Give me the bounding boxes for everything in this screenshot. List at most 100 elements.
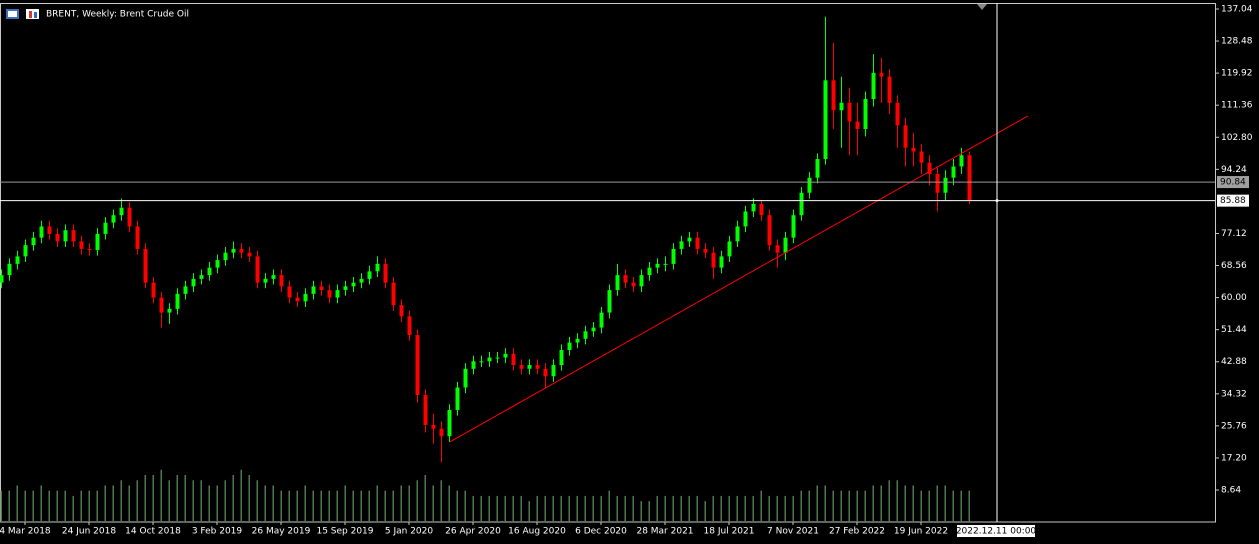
volume-bar xyxy=(592,495,594,522)
candle-body xyxy=(663,263,668,265)
volume-bar xyxy=(552,495,554,522)
candle-body xyxy=(735,226,740,242)
crosshair-time-label: 2022.12.11 00:00 xyxy=(956,527,1037,537)
y-tick-label: 34.32 xyxy=(1221,389,1247,399)
volume-bar xyxy=(384,490,386,522)
x-tick-label: 26 May 2019 xyxy=(252,527,311,537)
volume-bar xyxy=(648,501,650,522)
icon xyxy=(26,9,39,19)
volume-bar xyxy=(784,495,786,522)
candle-body xyxy=(215,260,220,268)
volume-bar xyxy=(624,495,626,522)
icon xyxy=(34,12,37,18)
volume-bar xyxy=(336,490,338,522)
volume-bar xyxy=(856,490,858,522)
candle-body xyxy=(687,237,692,242)
y-tick-label: 137.04 xyxy=(1221,4,1253,14)
candle-body xyxy=(159,297,164,313)
x-tick-label: 16 Aug 2020 xyxy=(508,527,566,537)
candle-body xyxy=(455,387,460,410)
candle-body xyxy=(471,361,476,369)
candle-body xyxy=(103,222,108,234)
candle-body xyxy=(439,428,444,437)
y-tick-label: 77.12 xyxy=(1221,229,1247,239)
volume-bar xyxy=(160,469,162,522)
candle-body xyxy=(655,263,660,268)
candle-body xyxy=(711,252,716,268)
candle-body xyxy=(447,409,452,437)
icon xyxy=(8,11,17,17)
volume-bar xyxy=(744,495,746,522)
volume-bar xyxy=(824,485,826,522)
candle-body xyxy=(431,424,436,429)
candle-body xyxy=(495,357,500,359)
candle-body xyxy=(775,245,780,253)
volume-bar xyxy=(312,490,314,522)
candle-body xyxy=(295,297,300,302)
candle-body xyxy=(791,215,796,238)
volume-bar xyxy=(352,490,354,522)
volume-bar xyxy=(704,501,706,522)
candle-body xyxy=(503,353,508,358)
volume-bar xyxy=(184,475,186,522)
volume-bar xyxy=(216,485,218,522)
candle-body xyxy=(927,162,932,174)
volume-bar xyxy=(864,490,866,522)
candle-body xyxy=(183,286,188,294)
volume-bar xyxy=(536,495,538,522)
volume-bar xyxy=(392,490,394,522)
volume-bar xyxy=(376,485,378,522)
candle-body xyxy=(895,102,900,126)
volume-bar xyxy=(776,495,778,522)
candle-body xyxy=(831,80,836,111)
volume-bar xyxy=(400,485,402,522)
volume-bar xyxy=(808,490,810,522)
x-tick-label: 14 Oct 2018 xyxy=(125,527,181,537)
volume-bar xyxy=(480,495,482,522)
x-tick-label: 15 Sep 2019 xyxy=(316,527,373,537)
volume-bar xyxy=(512,495,514,522)
volume-bar xyxy=(176,475,178,522)
candle-body xyxy=(727,241,732,257)
volume-bar xyxy=(424,475,426,522)
volume-bar xyxy=(328,490,330,522)
candle-body xyxy=(111,215,116,223)
volume-bar xyxy=(448,485,450,522)
volume-bar xyxy=(608,490,610,522)
volume-bar xyxy=(520,495,522,522)
y-tick-label: 128.48 xyxy=(1221,37,1253,47)
candle-body xyxy=(871,72,876,100)
x-tick-label: 7 Nov 2021 xyxy=(767,527,819,537)
x-tick-label: 27 Feb 2022 xyxy=(829,527,885,537)
volume-bar xyxy=(720,495,722,522)
volume-bar xyxy=(840,490,842,522)
volume-bar xyxy=(848,490,850,522)
volume-bar xyxy=(872,485,874,522)
x-tick-label: 24 Jun 2018 xyxy=(62,527,116,537)
volume-bar xyxy=(344,485,346,522)
candle-body xyxy=(935,173,940,193)
volume-bar xyxy=(496,495,498,522)
candle-body xyxy=(743,211,748,227)
volume-bar xyxy=(224,480,226,522)
candle-body xyxy=(335,290,340,298)
x-tick-label: 6 Dec 2020 xyxy=(575,527,627,537)
y-tick-label: 102.80 xyxy=(1221,133,1253,143)
candle-body xyxy=(783,237,788,253)
volume-bar xyxy=(112,485,114,522)
volume-bar xyxy=(728,495,730,522)
volume-bar xyxy=(576,495,578,522)
volume-bar xyxy=(128,485,130,522)
volume-bar xyxy=(632,495,634,522)
candle-body xyxy=(559,350,564,366)
volume-bar xyxy=(464,490,466,522)
volume-bar xyxy=(200,480,202,522)
candle-body xyxy=(327,290,332,298)
volume-bar xyxy=(232,475,234,522)
y-tick-label: 94.24 xyxy=(1221,165,1247,175)
candle-body xyxy=(15,256,20,264)
trendline xyxy=(449,115,1029,443)
candle-body xyxy=(55,233,60,242)
volume-bar xyxy=(736,495,738,522)
crosshair-price-box xyxy=(1217,194,1249,207)
